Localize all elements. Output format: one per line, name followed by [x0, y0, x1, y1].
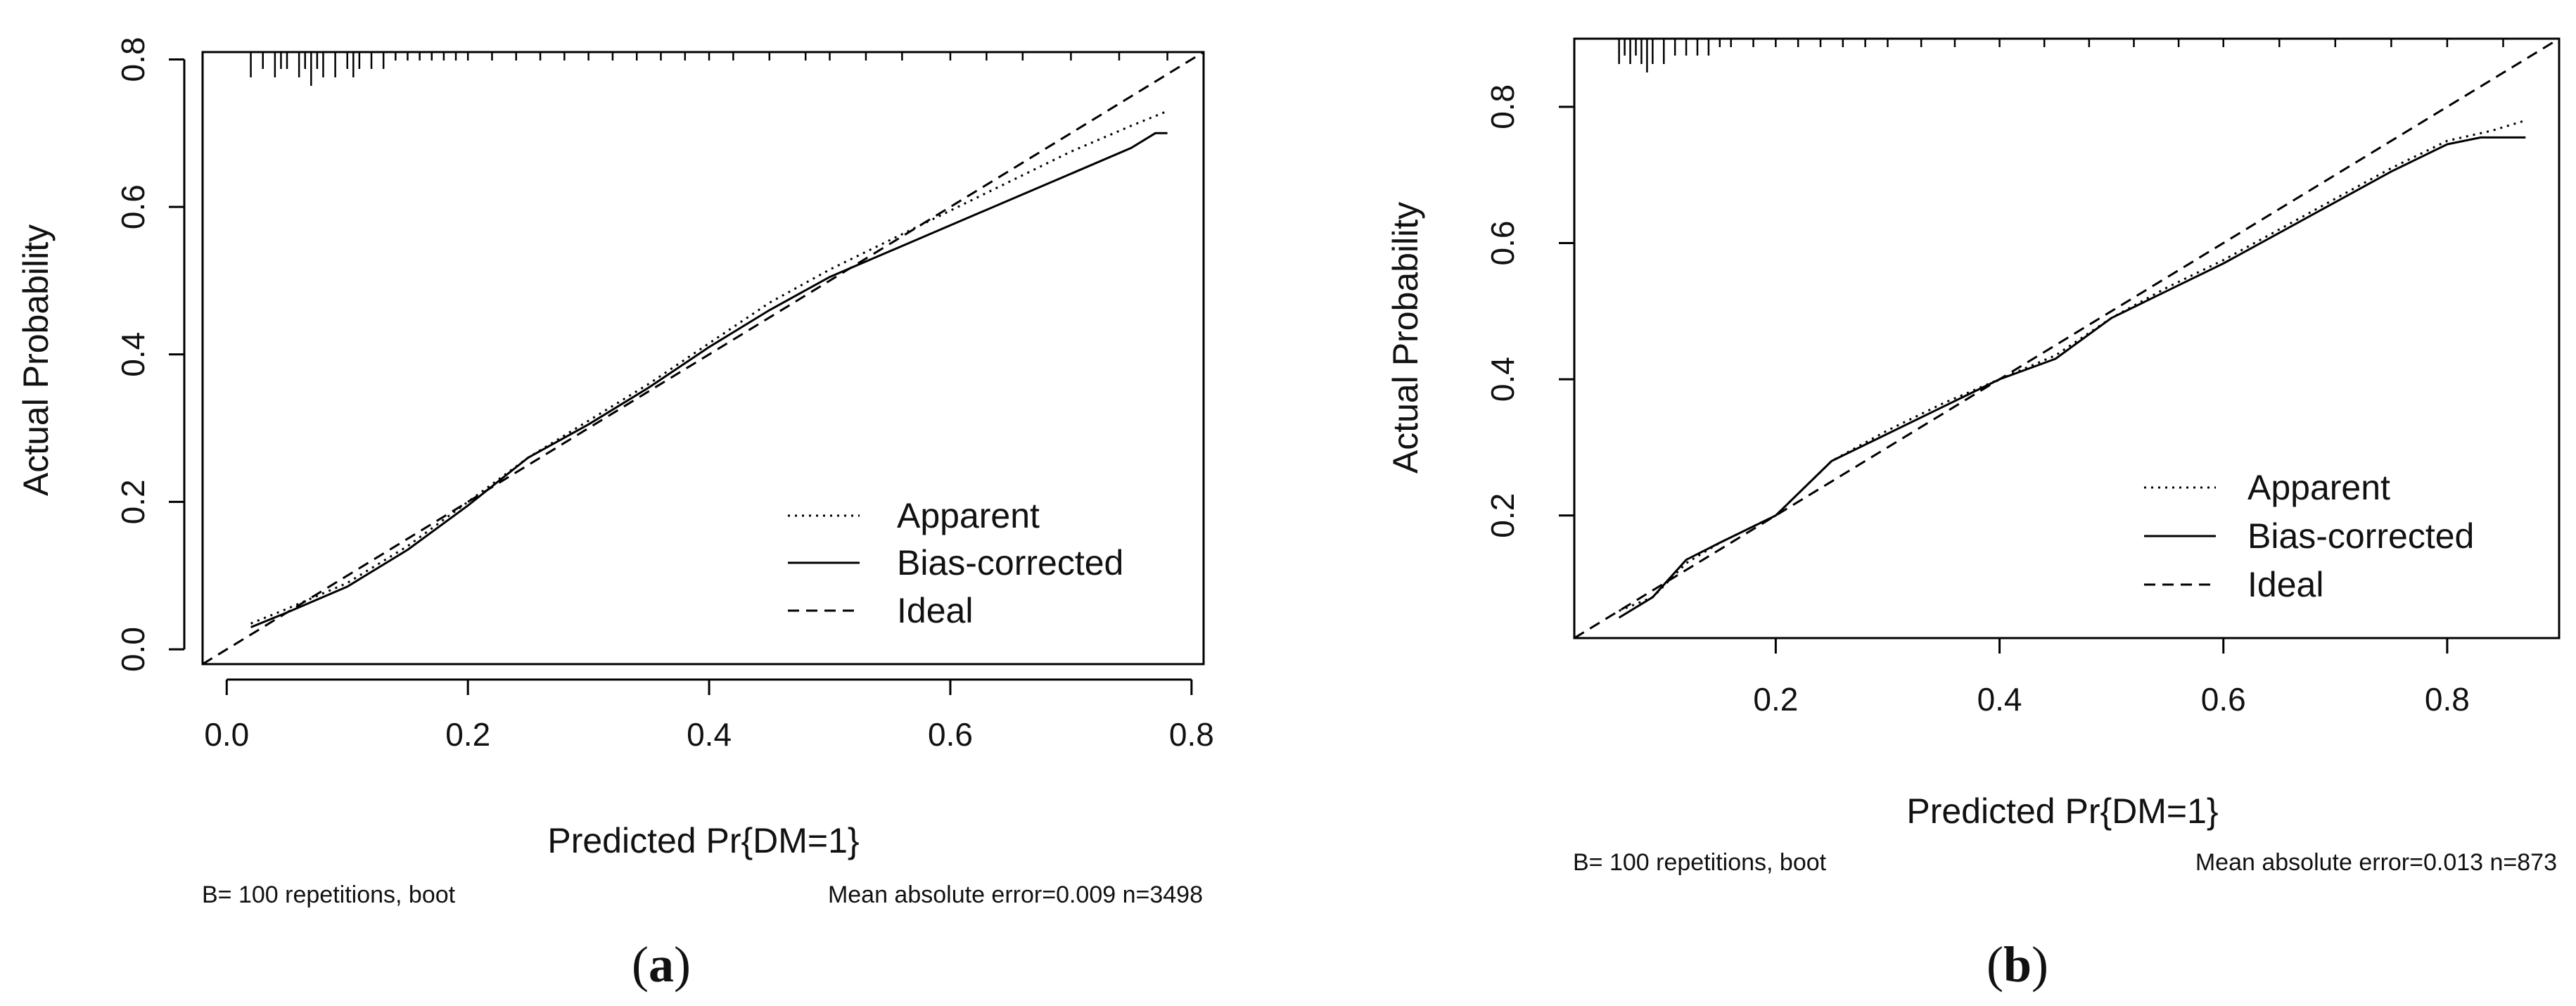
panel-a-y-tick-label: 0.8 — [115, 37, 151, 82]
panel-b-y-axis-title: Actual Probability — [1386, 202, 1425, 473]
panel-b-legend-bias-corrected-label: Bias-corrected — [2247, 516, 2474, 556]
panel-a-y-tick-label: 0.2 — [115, 479, 151, 524]
panel-b-y-tick-label: 0.4 — [1484, 357, 1521, 402]
panel-b-x-tick-label: 0.6 — [2201, 681, 2246, 718]
panel-a-x-tick-label: 0.4 — [687, 716, 732, 753]
panel-a-y-tick-label: 0.4 — [115, 332, 151, 377]
panel-b-footer-left: B= 100 repetitions, boot — [1573, 849, 1827, 876]
panel-a-legend-bias-corrected-label: Bias-corrected — [897, 543, 1123, 582]
panel-a-x-tick-label: 0.0 — [204, 716, 249, 753]
panel-b-y-tick-label: 0.6 — [1484, 220, 1521, 265]
panel-a-plot-frame — [201, 51, 1205, 666]
chart-marks: 0.0 0.2 0.4 0.6 0.80.00.20.40.60.80.2 0.4 0.6 0… — [115, 37, 2560, 753]
panel-b-series-bias-corrected — [1618, 136, 2526, 619]
panel-a-footer-left: B= 100 repetitions, boot — [202, 881, 456, 908]
panel-a-series-bias-corrected — [250, 132, 1168, 628]
panel-a-x-tick-label: 0.6 — [928, 716, 973, 753]
panel-a-legend-ideal-label: Ideal — [897, 591, 973, 630]
panel-a-footer-right: Mean absolute error=0.009 n=3498 — [828, 881, 1203, 908]
panel-a-legend: Apparent Bias-corrected Ideal — [788, 496, 1123, 630]
panel-b-series-ideal — [1574, 37, 2560, 639]
panel-a-marks: 0.0 0.2 0.4 0.6 0.8 0.0 0.2 0.4 0.6 0.8 — [115, 37, 1214, 753]
panel-a-y-axis-title: Actual Probability — [16, 224, 56, 496]
panel-a-x-tick-label: 0.8 — [1169, 716, 1214, 753]
panel-b-y-tick-label: 0.2 — [1484, 493, 1521, 538]
panel-b-legend-ideal-label: Ideal — [2247, 565, 2323, 604]
panel-a-legend-apparent-label: Apparent — [897, 496, 1040, 535]
panel-a-tag: (a) — [632, 936, 691, 993]
panel-b-x-tick-label: 0.4 — [1977, 681, 2022, 718]
panel-b-x-tick-label: 0.8 — [2425, 681, 2470, 718]
panel-a-x-tick-label: 0.2 — [445, 716, 490, 753]
panel-b-y-tick-label: 0.8 — [1484, 84, 1521, 129]
panel-b-marks: 0.2 0.4 0.6 0.8 0.2 0.4 0.6 0.8 — [1484, 37, 2560, 718]
panel-a-x-axis-title: Predicted Pr{DM=1} — [547, 821, 859, 860]
panel-b-x-tick-label: 0.2 — [1753, 681, 1798, 718]
panel-b-footer-right: Mean absolute error=0.013 n=873 — [2195, 849, 2557, 876]
panel-a-y-tick-label: 0.0 — [115, 627, 151, 672]
panel-a-y-tick-label: 0.6 — [115, 184, 151, 229]
panel-b-x-axis-title: Predicted Pr{DM=1} — [1906, 791, 2218, 831]
panel-a-series-ideal — [202, 51, 1204, 666]
panel-b-legend-apparent-label: Apparent — [2247, 468, 2390, 507]
panel-b-legend: Apparent Bias-corrected Ideal — [2144, 468, 2474, 604]
panel-b-tag: (b) — [1987, 936, 2048, 993]
panel-a: Predicted Pr{DM=1} Actual Probability B=… — [16, 51, 1205, 993]
